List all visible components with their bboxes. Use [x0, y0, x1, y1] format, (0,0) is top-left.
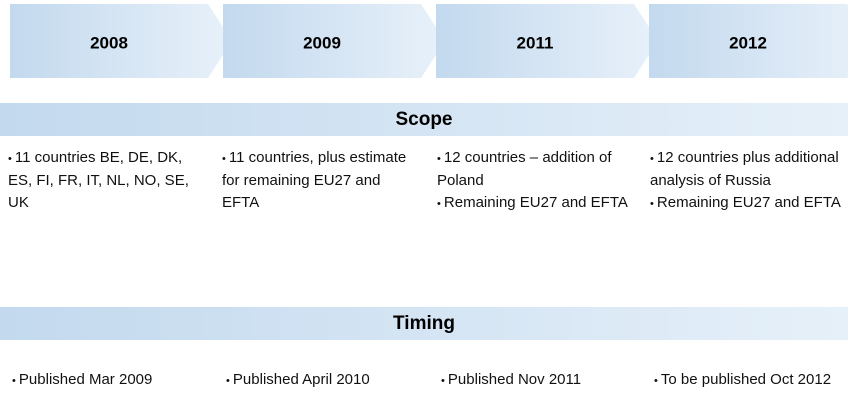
scope-bullet: 12 countries plus additional analysis of… — [650, 147, 845, 192]
arrow — [436, 4, 658, 78]
arrow — [10, 4, 232, 78]
scope-bullet: 11 countries, plus estimate for remainin… — [222, 147, 417, 214]
scope-bullet: Remaining EU27 and EFTA — [650, 192, 845, 215]
scope-bullet: 12 countries – addition of Poland — [437, 147, 632, 192]
scope-bullet: Remaining EU27 and EFTA — [437, 192, 632, 215]
year-label: 2008 — [90, 33, 128, 52]
timing-bullet: Published Nov 2011 — [441, 369, 636, 392]
scope-column: 12 countries – addition of PolandRemaini… — [437, 147, 632, 215]
scope-column: 11 countries BE, DE, DK, ES, FI, FR, IT,… — [8, 147, 198, 214]
timing-column: Published Mar 2009 — [12, 369, 207, 392]
timing-banner: Timing — [0, 307, 848, 340]
timing-column: Published Nov 2011 — [441, 369, 636, 392]
scope-column: 11 countries, plus estimate for remainin… — [222, 147, 417, 214]
year-label: 2011 — [517, 33, 554, 52]
scope-banner: Scope — [0, 103, 848, 136]
year-label: 2012 — [729, 33, 767, 52]
timing-bullet: Published Mar 2009 — [12, 369, 207, 392]
timing-column: Published April 2010 — [226, 369, 421, 392]
scope-column: 12 countries plus additional analysis of… — [650, 147, 845, 215]
timeline: 2008 2009 2011 2012 — [10, 4, 848, 78]
timing-bullet: To be published Oct 2012 — [654, 369, 848, 392]
arrow — [649, 4, 848, 78]
year-label: 2009 — [303, 33, 341, 52]
arrow — [223, 4, 445, 78]
timing-bullet: Published April 2010 — [226, 369, 421, 392]
scope-bullet: 11 countries BE, DE, DK, ES, FI, FR, IT,… — [8, 147, 198, 214]
timing-column: To be published Oct 2012 — [654, 369, 848, 392]
